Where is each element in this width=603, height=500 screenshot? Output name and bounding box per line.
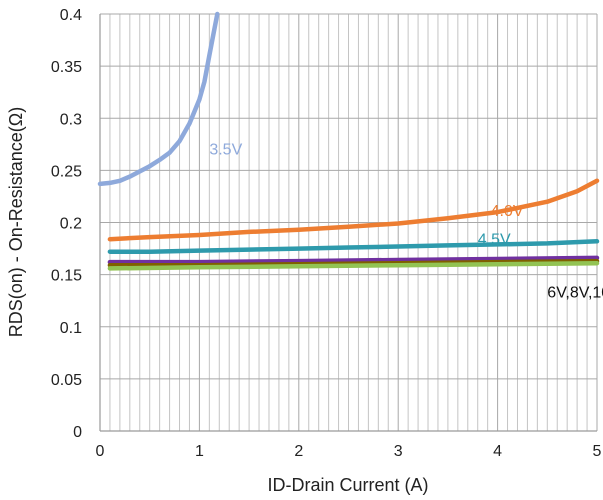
y-tick-label: 0.15 (51, 268, 82, 285)
series-label: 6V,8V,10V (547, 285, 603, 302)
series-line-4-0v (107, 178, 600, 242)
y-tick-label: 0.05 (51, 372, 82, 389)
y-axis-title: RDS(on) - On-Resistance(Ω) (6, 107, 26, 338)
y-tick-label: 0 (73, 424, 82, 441)
x-tick-label: 3 (394, 443, 403, 460)
y-tick-label: 0.35 (51, 59, 82, 76)
grid (99, 13, 598, 432)
y-tick-label: 0.25 (51, 163, 82, 180)
y-tick-label: 0.4 (60, 7, 82, 24)
tick-labels: 0 1 2 3 4 5 0 0.05 0.1 0.15 0.2 0.25 0.3 0.35 0.4 (51, 7, 602, 460)
series-label: 3.5V (209, 142, 242, 159)
series-line-3-5v (97, 11, 220, 187)
y-tick-label: 0.1 (60, 320, 82, 337)
series-labels: 3.5V 4.0V 4.5V 6V,8V,10V (209, 142, 603, 302)
series-label: 4.0V (491, 203, 524, 220)
x-tick-label: 4 (493, 443, 502, 460)
x-tick-label: 5 (593, 443, 602, 460)
series-label: 4.5V (478, 231, 511, 248)
x-tick-label: 1 (195, 443, 204, 460)
y-tick-label: 0.2 (60, 216, 82, 233)
x-tick-label: 2 (294, 443, 303, 460)
series-line-10v (107, 260, 600, 271)
series-line-4-5v (107, 239, 600, 254)
series-line-6v (107, 255, 600, 265)
x-tick-label: 0 (96, 443, 105, 460)
axes (99, 14, 597, 432)
series-lines (97, 11, 600, 271)
y-tick-label: 0.3 (60, 111, 82, 128)
x-axis-title: ID-Drain Current (A) (267, 475, 428, 495)
